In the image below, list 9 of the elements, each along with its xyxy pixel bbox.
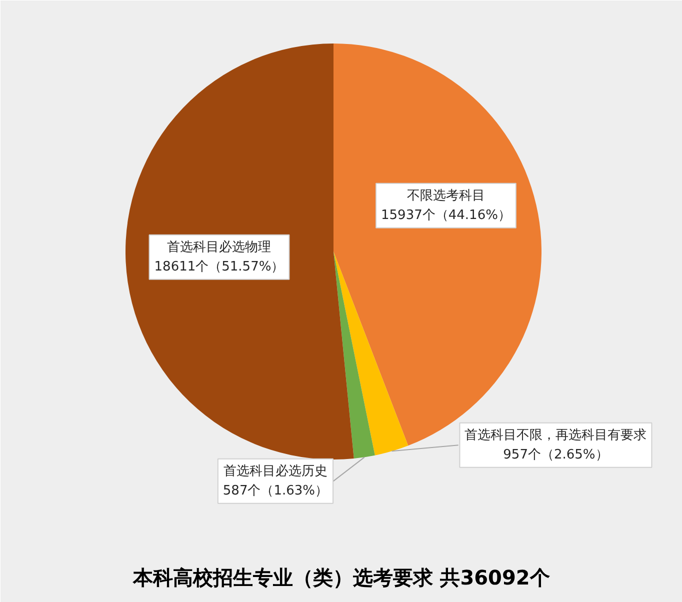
slice-label: 首选科目必选历史	[223, 464, 328, 479]
data-label: 15937个（44.16%）	[381, 208, 511, 223]
data-label: 18611个（51.57%）	[154, 259, 284, 274]
slice-label: 首选科目不限，再选科目有要求	[464, 428, 647, 443]
slice-label: 首选科目必选物理	[167, 240, 272, 255]
data-label: 957个（2.65%）	[503, 447, 608, 462]
text: 本科高校招生专业（类）选考要求 共36092个	[132, 566, 550, 590]
slice-label: 不限选考科目	[406, 188, 485, 204]
data-label: 587个（1.63%）	[222, 483, 328, 498]
